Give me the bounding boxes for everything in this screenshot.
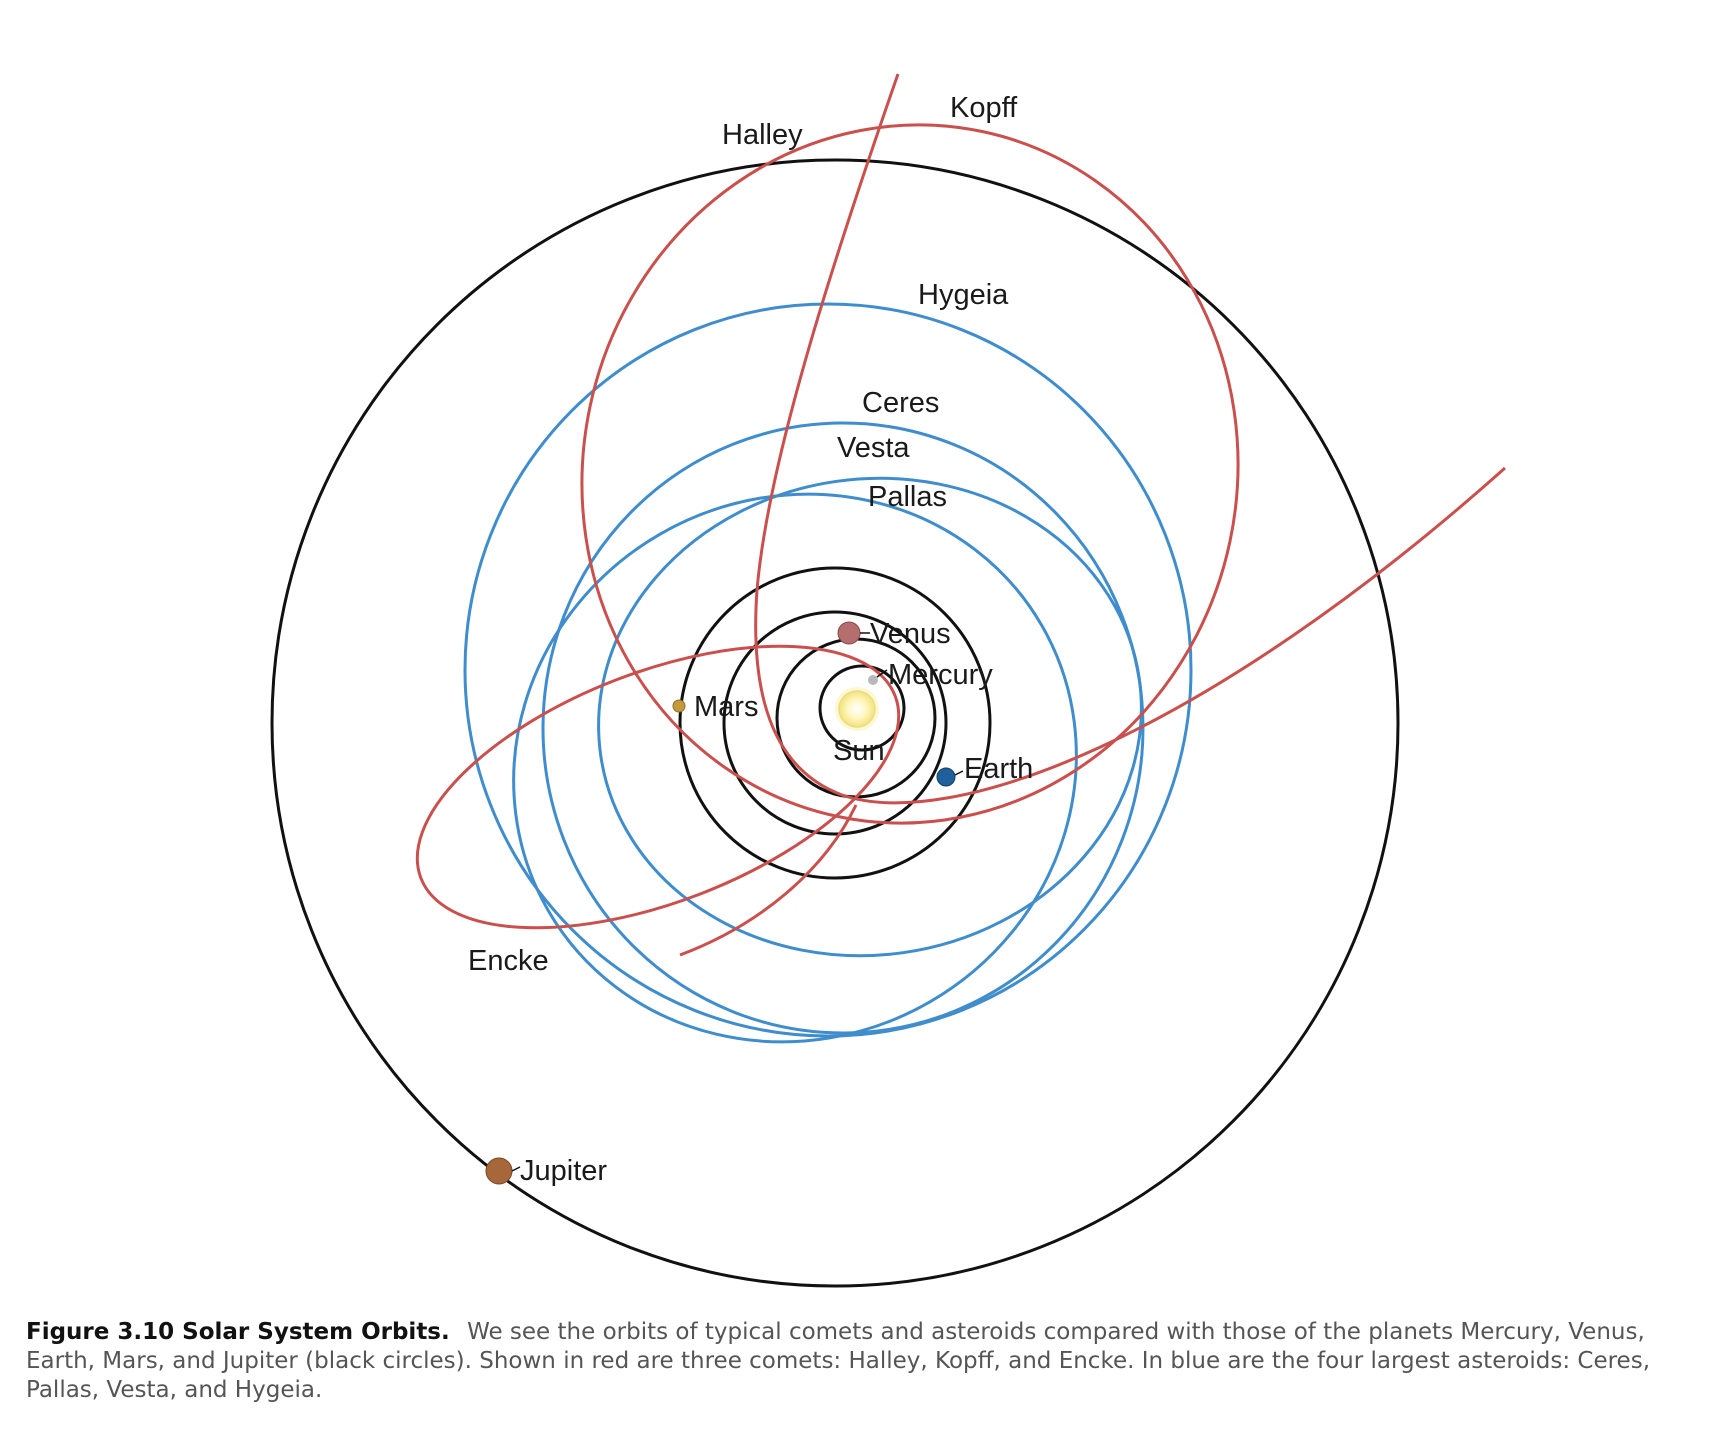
comet-orbits — [415, 73, 1506, 957]
venus-planet — [837, 621, 861, 645]
earth-planet — [936, 767, 956, 787]
kopff-orbit — [580, 123, 1240, 825]
halley-orbit — [754, 73, 1506, 805]
jupiter-planet — [485, 1157, 513, 1185]
sun — [835, 687, 879, 731]
label-jupiter: Jupiter — [520, 1155, 607, 1187]
halley-inbound-arc — [679, 804, 858, 957]
label-mars: Mars — [694, 691, 758, 723]
label-earth: Earth — [964, 753, 1033, 785]
sun-body — [838, 690, 876, 728]
label-sun: Sun — [833, 735, 885, 767]
figure-caption: Figure 3.10 Solar System Orbits. We see … — [26, 1318, 1716, 1405]
jupiter-orbit — [270, 158, 1400, 1288]
label-kopff: Kopff — [950, 92, 1018, 124]
label-ceres: Ceres — [862, 387, 939, 419]
mercury-planet — [868, 675, 878, 685]
caption-text: We see the orbits of typical comets and … — [26, 1319, 1651, 1403]
mercury-leader — [876, 669, 888, 678]
planet-orbits — [270, 158, 1400, 1288]
mercury-orbit — [818, 664, 906, 752]
ceres-orbit — [541, 421, 1145, 1035]
label-encke: Encke — [468, 945, 549, 977]
hygeia-orbit — [463, 302, 1193, 1038]
label-mercury: Mercury — [888, 659, 993, 691]
label-vesta: Vesta — [837, 432, 910, 464]
earth-leader — [954, 770, 964, 776]
label-halley: Halley — [722, 119, 803, 151]
caption-title: Figure 3.10 Solar System Orbits. — [26, 1319, 450, 1345]
mars-orbit — [678, 566, 992, 880]
encke-orbit — [415, 644, 901, 930]
earth-orbit — [722, 610, 948, 836]
solar-system-orbit-diagram: Halley Kopff Hygeia Ceres Vesta Pallas V… — [270, 73, 1506, 1288]
pallas-orbit — [597, 476, 1143, 958]
asteroid-orbits — [463, 302, 1193, 1044]
label-venus: Venus — [870, 618, 951, 650]
vesta-orbit — [512, 492, 1078, 1044]
leader-lines — [511, 632, 964, 1172]
jupiter-leader — [511, 1166, 521, 1172]
label-hygeia: Hygeia — [918, 279, 1009, 311]
mars-planet — [672, 699, 686, 713]
label-pallas: Pallas — [868, 481, 947, 513]
